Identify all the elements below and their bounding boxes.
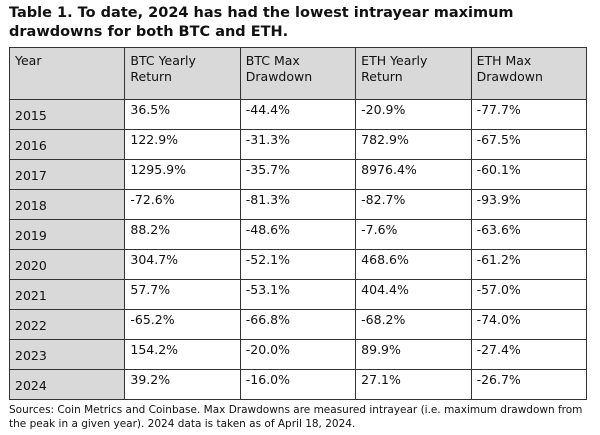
value-cell: 88.2%: [124, 219, 241, 250]
table-row: 2022 -65.2% -66.8% -68.2% -74.0%: [8, 309, 588, 340]
value-cell: 39.2%: [124, 369, 241, 400]
year-cell: 2023: [8, 339, 126, 370]
value-cell: -66.8%: [239, 309, 357, 340]
value-cell: -65.2%: [124, 309, 241, 340]
table-row: 2016 122.9% -31.3% 782.9% -67.5%: [8, 129, 588, 160]
year-cell: 2016: [8, 129, 126, 160]
value-cell: 8976.4%: [355, 159, 472, 190]
column-header: BTC Yearly Return: [124, 47, 241, 100]
value-cell: 782.9%: [355, 129, 472, 160]
year-cell: 2019: [8, 219, 126, 250]
value-cell: -48.6%: [239, 219, 357, 250]
value-cell: -72.6%: [124, 189, 241, 220]
column-header: ETH Max Drawdown: [470, 47, 588, 100]
value-cell: 57.7%: [124, 279, 241, 310]
value-cell: -74.0%: [470, 309, 588, 340]
value-cell: -35.7%: [239, 159, 357, 190]
table-row: 2017 1295.9% -35.7% 8976.4% -60.1%: [8, 159, 588, 190]
column-header: ETH Yearly Return: [355, 47, 472, 100]
value-cell: -26.7%: [470, 369, 588, 400]
table-body: 2015 36.5% -44.4% -20.9% -77.7% 2016 122.9% -31…: [8, 99, 588, 400]
value-cell: -27.4%: [470, 339, 588, 370]
value-cell: -20.9%: [355, 99, 472, 130]
drawdown-table: Year BTC Yearly Return BTC Max Drawdown ETH…: [8, 47, 588, 400]
value-cell: -77.7%: [470, 99, 588, 130]
year-cell: 2020: [8, 249, 126, 280]
table-row: 2019 88.2% -48.6% -7.6% -63.6%: [8, 219, 588, 250]
table-row: 2021 57.7% -53.1% 404.4% -57.0%: [8, 279, 588, 310]
value-cell: 154.2%: [124, 339, 241, 370]
value-cell: -63.6%: [470, 219, 588, 250]
sources-footnote: Sources: Coin Metrics and Coinbase. Max …: [9, 404, 583, 430]
value-cell: 27.1%: [355, 369, 472, 400]
value-cell: -20.0%: [239, 339, 357, 370]
value-cell: -16.0%: [239, 369, 357, 400]
table-row: 2015 36.5% -44.4% -20.9% -77.7%: [8, 99, 588, 130]
value-cell: -61.2%: [470, 249, 588, 280]
value-cell: 304.7%: [124, 249, 241, 280]
table-row: 2018 -72.6% -81.3% -82.7% -93.9%: [8, 189, 588, 220]
value-cell: -60.1%: [470, 159, 588, 190]
value-cell: -57.0%: [470, 279, 588, 310]
value-cell: -7.6%: [355, 219, 472, 250]
header-row: Year BTC Yearly Return BTC Max Drawdown ETH…: [8, 47, 588, 100]
value-cell: -82.7%: [355, 189, 472, 220]
value-cell: 468.6%: [355, 249, 472, 280]
column-header: BTC Max Drawdown: [239, 47, 357, 100]
value-cell: -44.4%: [239, 99, 357, 130]
value-cell: -68.2%: [355, 309, 472, 340]
value-cell: -67.5%: [470, 129, 588, 160]
year-cell: 2018: [8, 189, 126, 220]
value-cell: 1295.9%: [124, 159, 241, 190]
value-cell: -81.3%: [239, 189, 357, 220]
year-cell: 2022: [8, 309, 126, 340]
year-cell: 2017: [8, 159, 126, 190]
value-cell: 404.4%: [355, 279, 472, 310]
value-cell: -53.1%: [239, 279, 357, 310]
table-row: 2024 39.2% -16.0% 27.1% -26.7%: [8, 369, 588, 400]
value-cell: -52.1%: [239, 249, 357, 280]
column-header: Year: [8, 47, 126, 100]
year-cell: 2015: [8, 99, 126, 130]
year-cell: 2024: [8, 369, 126, 400]
year-cell: 2021: [8, 279, 126, 310]
table-row: 2020 304.7% -52.1% 468.6% -61.2%: [8, 249, 588, 280]
value-cell: -93.9%: [470, 189, 588, 220]
table-row: 2023 154.2% -20.0% 89.9% -27.4%: [8, 339, 588, 370]
value-cell: 122.9%: [124, 129, 241, 160]
table-title: Table 1. To date, 2024 has had the lowes…: [9, 5, 514, 40]
value-cell: 89.9%: [355, 339, 472, 370]
value-cell: 36.5%: [124, 99, 241, 130]
value-cell: -31.3%: [239, 129, 357, 160]
